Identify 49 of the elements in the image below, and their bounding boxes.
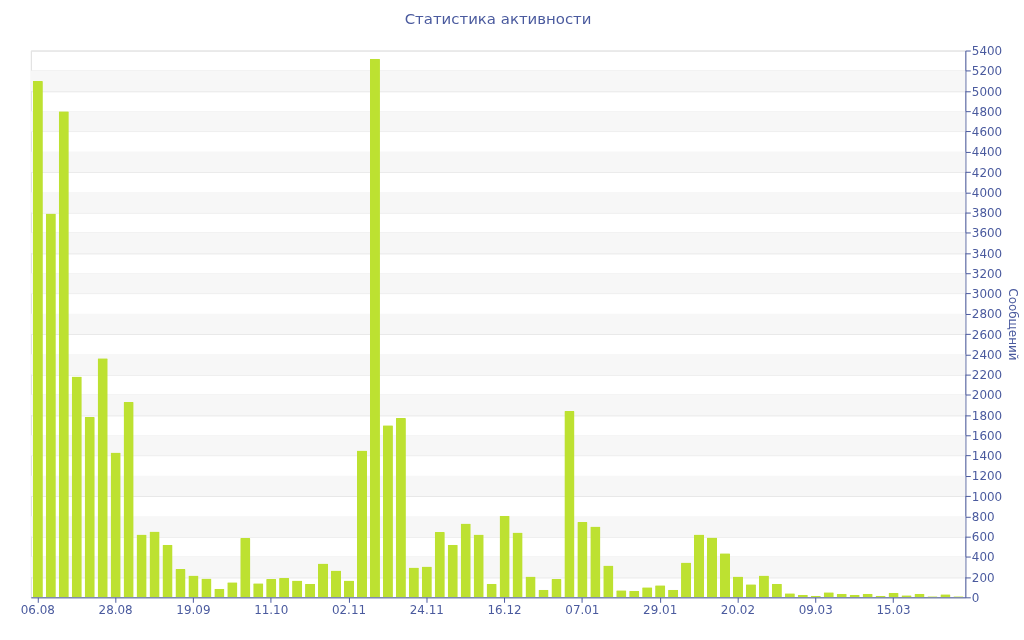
bar xyxy=(318,563,329,598)
y-tick-label: 600 xyxy=(971,530,995,545)
y-tick-label: 4400 xyxy=(971,145,1003,160)
y-tick-label: 0 xyxy=(971,590,980,605)
y-tick-label: 4600 xyxy=(971,125,1003,140)
x-tick-label: 09.03 xyxy=(798,602,833,617)
y-tick-label: 1600 xyxy=(971,428,1003,443)
x-tick-label: 16.12 xyxy=(487,602,522,617)
y-tick-label: 1800 xyxy=(971,408,1003,423)
y-tick-label: 3200 xyxy=(971,266,1003,281)
y-tick-label: 2400 xyxy=(971,347,1003,362)
y-tick-label: 2800 xyxy=(971,307,1003,322)
x-tick-label: 19.09 xyxy=(176,602,211,617)
x-tick-label: 20.02 xyxy=(720,602,756,617)
y-tick-label: 5400 xyxy=(971,44,1003,58)
x-tick-label: 29.01 xyxy=(643,602,678,617)
bar xyxy=(356,450,367,598)
y-tick-label: 3800 xyxy=(971,206,1003,221)
y-tick-label: 3400 xyxy=(971,246,1003,261)
bar xyxy=(693,534,705,598)
x-tick-label: 06.08 xyxy=(20,602,55,617)
y-tick-label: 1400 xyxy=(971,449,1003,464)
x-tick-label: 24.11 xyxy=(409,602,444,617)
x-tick-label: 02.11 xyxy=(331,602,367,617)
x-tick-label: 11.10 xyxy=(254,602,289,617)
bar xyxy=(706,537,718,598)
y-tick-label: 2200 xyxy=(971,368,1003,383)
y-tick-label: 3600 xyxy=(971,226,1003,241)
bar xyxy=(343,580,355,598)
x-tick-label: 07.01 xyxy=(565,602,600,617)
y-tick-label: 200 xyxy=(971,570,995,585)
y-tick-label: 3000 xyxy=(971,287,1003,302)
x-tick-label: 15.03 xyxy=(876,602,911,617)
y-tick-label: 1200 xyxy=(971,469,1003,484)
y-tick-label: 2600 xyxy=(971,327,1003,342)
y-axis-title: Сообщений xyxy=(1006,288,1021,361)
chart-title: Статистика активности xyxy=(404,9,592,28)
y-tick-label: 1000 xyxy=(971,489,1003,504)
y-tick-label: 800 xyxy=(971,509,995,524)
y-tick-label: 2000 xyxy=(971,388,1003,403)
y-tick-label: 4200 xyxy=(971,165,1003,180)
x-tick-label: 28.08 xyxy=(98,602,133,617)
y-tick-label: 4800 xyxy=(971,104,1003,119)
bar xyxy=(330,570,342,598)
y-tick-label: 5000 xyxy=(971,84,1003,99)
y-tick-label: 4000 xyxy=(971,185,1003,200)
y-tick-label: 400 xyxy=(971,550,995,565)
y-tick-label: 5200 xyxy=(971,64,1003,79)
bar xyxy=(719,553,731,598)
